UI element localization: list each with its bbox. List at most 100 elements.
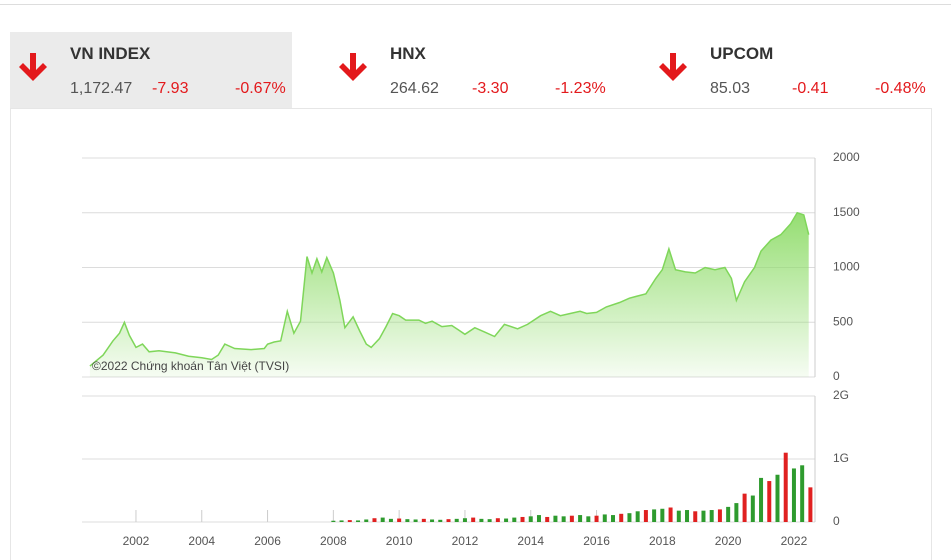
x-tick-label: 2014 [517,534,544,548]
volume-bar [512,517,517,522]
volume-bar [504,518,509,522]
volume-bar [487,519,492,522]
volume-bar [619,513,624,522]
index-change: -7.93 [152,80,189,97]
volume-bar [676,510,681,522]
index-panel[interactable]: HNX 264.62 -3.30 -1.23% [330,32,612,108]
down-arrow [659,53,687,81]
volume-bar [479,518,484,522]
y-tick-label: 2G [833,388,849,402]
volume-bar [693,511,698,522]
divider [0,4,951,5]
volume-bar [569,515,574,522]
volume-bar [446,519,451,522]
volume-bar [421,518,426,522]
volume-bar [767,481,772,522]
volume-bar [413,519,418,522]
volume-bar [668,507,673,522]
index-name: HNX [390,44,426,63]
x-tick-label: 2022 [781,534,808,548]
x-tick-label: 2010 [386,534,413,548]
y-tick-label: 0 [833,369,840,383]
volume-bar [685,510,690,522]
index-change: -0.41 [792,80,829,97]
y-tick-label: 1G [833,451,849,465]
volume-bar [553,515,558,522]
volume-bar [578,515,583,522]
volume-bar [759,477,764,522]
volume-bar [347,520,352,522]
x-tick-label: 2008 [320,534,347,548]
index-value: 264.62 [390,80,439,97]
y-tick-label: 1000 [833,260,860,274]
x-tick-label: 2002 [123,534,150,548]
y-tick-label: 0 [833,514,840,528]
chart-frame [10,108,932,560]
volume-bar [388,518,393,522]
down-arrow [339,53,367,81]
volume-bar [438,519,443,522]
area-line [89,211,810,367]
volume-bar [528,516,533,522]
volume-bar [635,511,640,522]
x-tick-label: 2018 [649,534,676,548]
x-tick-label: 2006 [254,534,281,548]
volume-bar [709,510,714,522]
volume-bar [495,518,500,522]
volume-bar [652,509,657,522]
volume-bar [783,452,788,522]
volume-bar [339,520,344,522]
volume-bar [364,519,369,522]
index-value: 85.03 [710,80,751,97]
volume-bar [791,468,796,522]
volume-bar [545,516,550,522]
volume-bar [643,510,648,522]
volume-bar [454,518,459,522]
index-panel[interactable]: VN INDEX 1,172.47 -7.93 -0.67% [10,32,292,108]
volume-bar [536,515,541,522]
index-panel[interactable]: UPCOM 85.03 -0.41 -0.48% [650,32,932,108]
volume-bar [808,487,813,522]
volume-bar [717,509,722,522]
volume-bar [800,465,805,522]
volume-bar [462,518,467,522]
volume-bar [742,493,747,522]
volume-bar [471,517,476,522]
volume-bar [586,516,591,522]
x-tick-label: 2016 [583,534,610,548]
x-tick-label: 2004 [188,534,215,548]
volume-bar [356,520,361,522]
volume-bar [610,515,615,522]
index-percent: -0.48% [875,80,926,97]
volume-bar [775,474,780,522]
x-tick-label: 2020 [715,534,742,548]
y-tick-label: 1500 [833,205,860,219]
volume-bar [602,514,607,522]
volume-bar [397,518,402,522]
x-tick-label: 2012 [452,534,479,548]
index-change: -3.30 [472,80,509,97]
index-percent: -1.23% [555,80,606,97]
copyright: ©2022 Chứng khoán Tân Việt (TVSI) [92,359,289,373]
y-tick-label: 500 [833,314,853,328]
index-percent: -0.67% [235,80,286,97]
volume-bar [750,495,755,522]
volume-bar [331,520,336,522]
volume-bar [380,517,385,522]
volume-bar [726,506,731,522]
volume-bar [627,513,632,522]
down-arrow [19,53,47,81]
volume-bar [372,518,377,522]
index-value: 1,172.47 [70,80,133,97]
index-name: UPCOM [710,44,774,63]
volume-bar [430,519,435,522]
volume-bar [561,516,566,522]
area-fill [89,212,809,377]
volume-bar [660,508,665,522]
y-tick-label: 2000 [833,150,860,164]
volume-bar [701,510,706,522]
index-name: VN INDEX [70,44,151,63]
volume-bar [594,515,599,522]
